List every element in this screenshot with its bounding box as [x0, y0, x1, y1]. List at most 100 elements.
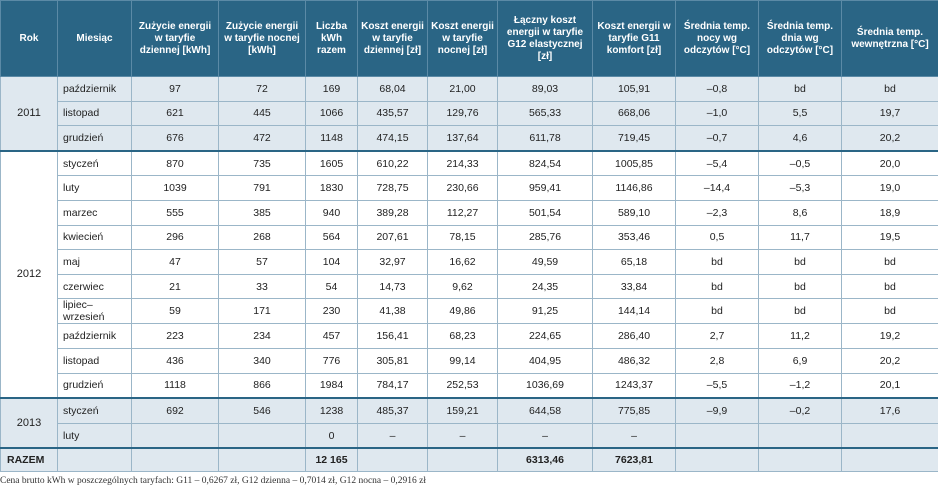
header-cell: Średnia temp. wewnętrzna [°C] [841, 0, 938, 77]
table-row: lipiec–wrzesień 59 171 230 41,38 49,86 91,25 14… [1, 298, 938, 325]
value-cell: 20,2 [841, 347, 938, 374]
value-cell: 112,27 [427, 199, 498, 226]
value-cell: –14,4 [675, 175, 759, 201]
table-row: 2012 styczeń 870 735 1605 610,22 214,33 824,54 1… [0, 149, 938, 399]
value-cell: bd [675, 273, 759, 300]
value-cell: 14,73 [357, 273, 428, 300]
value-cell: 676 [131, 125, 219, 152]
value-cell: 775,85 [592, 397, 676, 424]
value-cell: 207,61 [357, 224, 428, 251]
value-cell [758, 422, 842, 449]
value-cell: 1984 [305, 372, 358, 399]
value-cell: 435,57 [357, 100, 428, 127]
month-cell: grudzień [57, 125, 132, 152]
value-cell: 866 [218, 372, 306, 399]
value-cell: 719,45 [592, 125, 676, 152]
value-cell: 776 [305, 347, 358, 374]
value-cell: 610,22 [357, 149, 428, 177]
total-cell: 6313,46 [497, 447, 593, 473]
year-cell: 2012 [0, 149, 58, 399]
value-cell: 68,23 [427, 323, 498, 349]
value-cell: –1,2 [758, 372, 842, 399]
value-cell: bd [758, 249, 842, 275]
value-cell: bd [758, 298, 842, 325]
value-cell: 24,35 [497, 273, 593, 300]
table-row: grudzień 676 472 1148 474,15 137,64 611,78 719,… [1, 125, 938, 152]
value-cell: 340 [218, 347, 306, 374]
value-cell: 389,28 [357, 199, 428, 226]
value-cell: 546 [218, 397, 306, 424]
value-cell: 20,0 [841, 149, 938, 177]
month-cell: październik [57, 323, 132, 349]
value-cell: 159,21 [427, 397, 498, 424]
value-cell: 20,2 [841, 125, 938, 152]
value-cell: 144,14 [592, 298, 676, 325]
total-cell [675, 447, 759, 473]
value-cell: 230 [305, 298, 358, 325]
header-cell: Średnia temp. dnia wg odczytów [°C] [758, 0, 842, 77]
value-cell: 11,2 [758, 323, 842, 349]
value-cell: –9,9 [675, 397, 759, 424]
energy-table: Rok Miesiąc Zużycie energii w taryfie dz… [0, 0, 938, 473]
value-cell: 2,7 [675, 323, 759, 349]
total-cell [131, 447, 219, 473]
value-cell: 959,41 [497, 175, 593, 201]
year-cell: 2011 [0, 75, 58, 152]
value-cell: 171 [218, 298, 306, 325]
header-cell: Średnia temp. nocy wg odczytów [°C] [675, 0, 759, 77]
table-row: 2011 październik 97 72 169 68,04 21,00 89,03 105… [0, 75, 938, 152]
header-cell: Koszt energii w taryfie G11 komfort [zł] [592, 0, 676, 77]
month-cell: styczeń [57, 397, 132, 424]
value-cell: –5,3 [758, 175, 842, 201]
value-cell: – [357, 422, 428, 449]
table-row: marzec 555 385 940 389,28 112,27 501,54 589,10–… [1, 199, 938, 226]
value-cell: 65,18 [592, 249, 676, 275]
value-cell: 791 [218, 175, 306, 201]
value-cell: –5,4 [675, 149, 759, 177]
value-cell: 735 [218, 149, 306, 177]
table-row: listopad 621 445 1066 435,57 129,76 565,33 668,… [1, 100, 938, 127]
total-label: RAZEM [0, 447, 58, 473]
total-row: RAZEM 12 165 6313,46 7623,81 [0, 447, 938, 473]
value-cell: 555 [131, 199, 219, 226]
month-cell: czerwiec [57, 273, 132, 300]
total-cell [57, 447, 132, 473]
table-row: luty 0– – – – [1, 422, 938, 449]
total-cell [427, 447, 498, 473]
value-cell: – [592, 422, 676, 449]
value-cell: 1039 [131, 175, 219, 201]
table-body: 2011 październik 97 72 169 68,04 21,00 89,03 105… [0, 75, 938, 473]
value-cell: 870 [131, 149, 219, 177]
month-cell: grudzień [57, 372, 132, 399]
value-cell: 611,78 [497, 125, 593, 152]
value-cell: 457 [305, 323, 358, 349]
value-cell: 16,62 [427, 249, 498, 275]
value-cell: 104 [305, 249, 358, 275]
value-cell: 11,7 [758, 224, 842, 251]
value-cell: 1146,86 [592, 175, 676, 201]
value-cell: 234 [218, 323, 306, 349]
table-row: czerwiec 21 33 54 14,73 9,62 24,35 33,84 bd bd bd [1, 273, 938, 300]
value-cell: 59 [131, 298, 219, 325]
total-cell [357, 447, 428, 473]
value-cell: 1005,85 [592, 149, 676, 177]
value-cell: 268 [218, 224, 306, 251]
value-cell: bd [841, 298, 938, 325]
value-cell: 565,33 [497, 100, 593, 127]
value-cell: 1830 [305, 175, 358, 201]
value-cell: bd [675, 249, 759, 275]
value-cell: 252,53 [427, 372, 498, 399]
value-cell: 353,46 [592, 224, 676, 251]
value-cell: 99,14 [427, 347, 498, 374]
value-cell: bd [675, 298, 759, 325]
value-cell: 169 [305, 76, 358, 102]
month-cell: marzec [57, 199, 132, 226]
table-row: maj 47 57 104 32,97 16,62 49,59 65,18 bd bd bd [1, 249, 938, 275]
value-cell: 0,5 [675, 224, 759, 251]
value-cell: 89,03 [497, 76, 593, 102]
total-cell: 7623,81 [592, 447, 676, 473]
month-cell: maj [57, 249, 132, 275]
value-cell: 1148 [305, 125, 358, 152]
value-cell: 6,9 [758, 347, 842, 374]
month-cell: luty [57, 175, 132, 201]
